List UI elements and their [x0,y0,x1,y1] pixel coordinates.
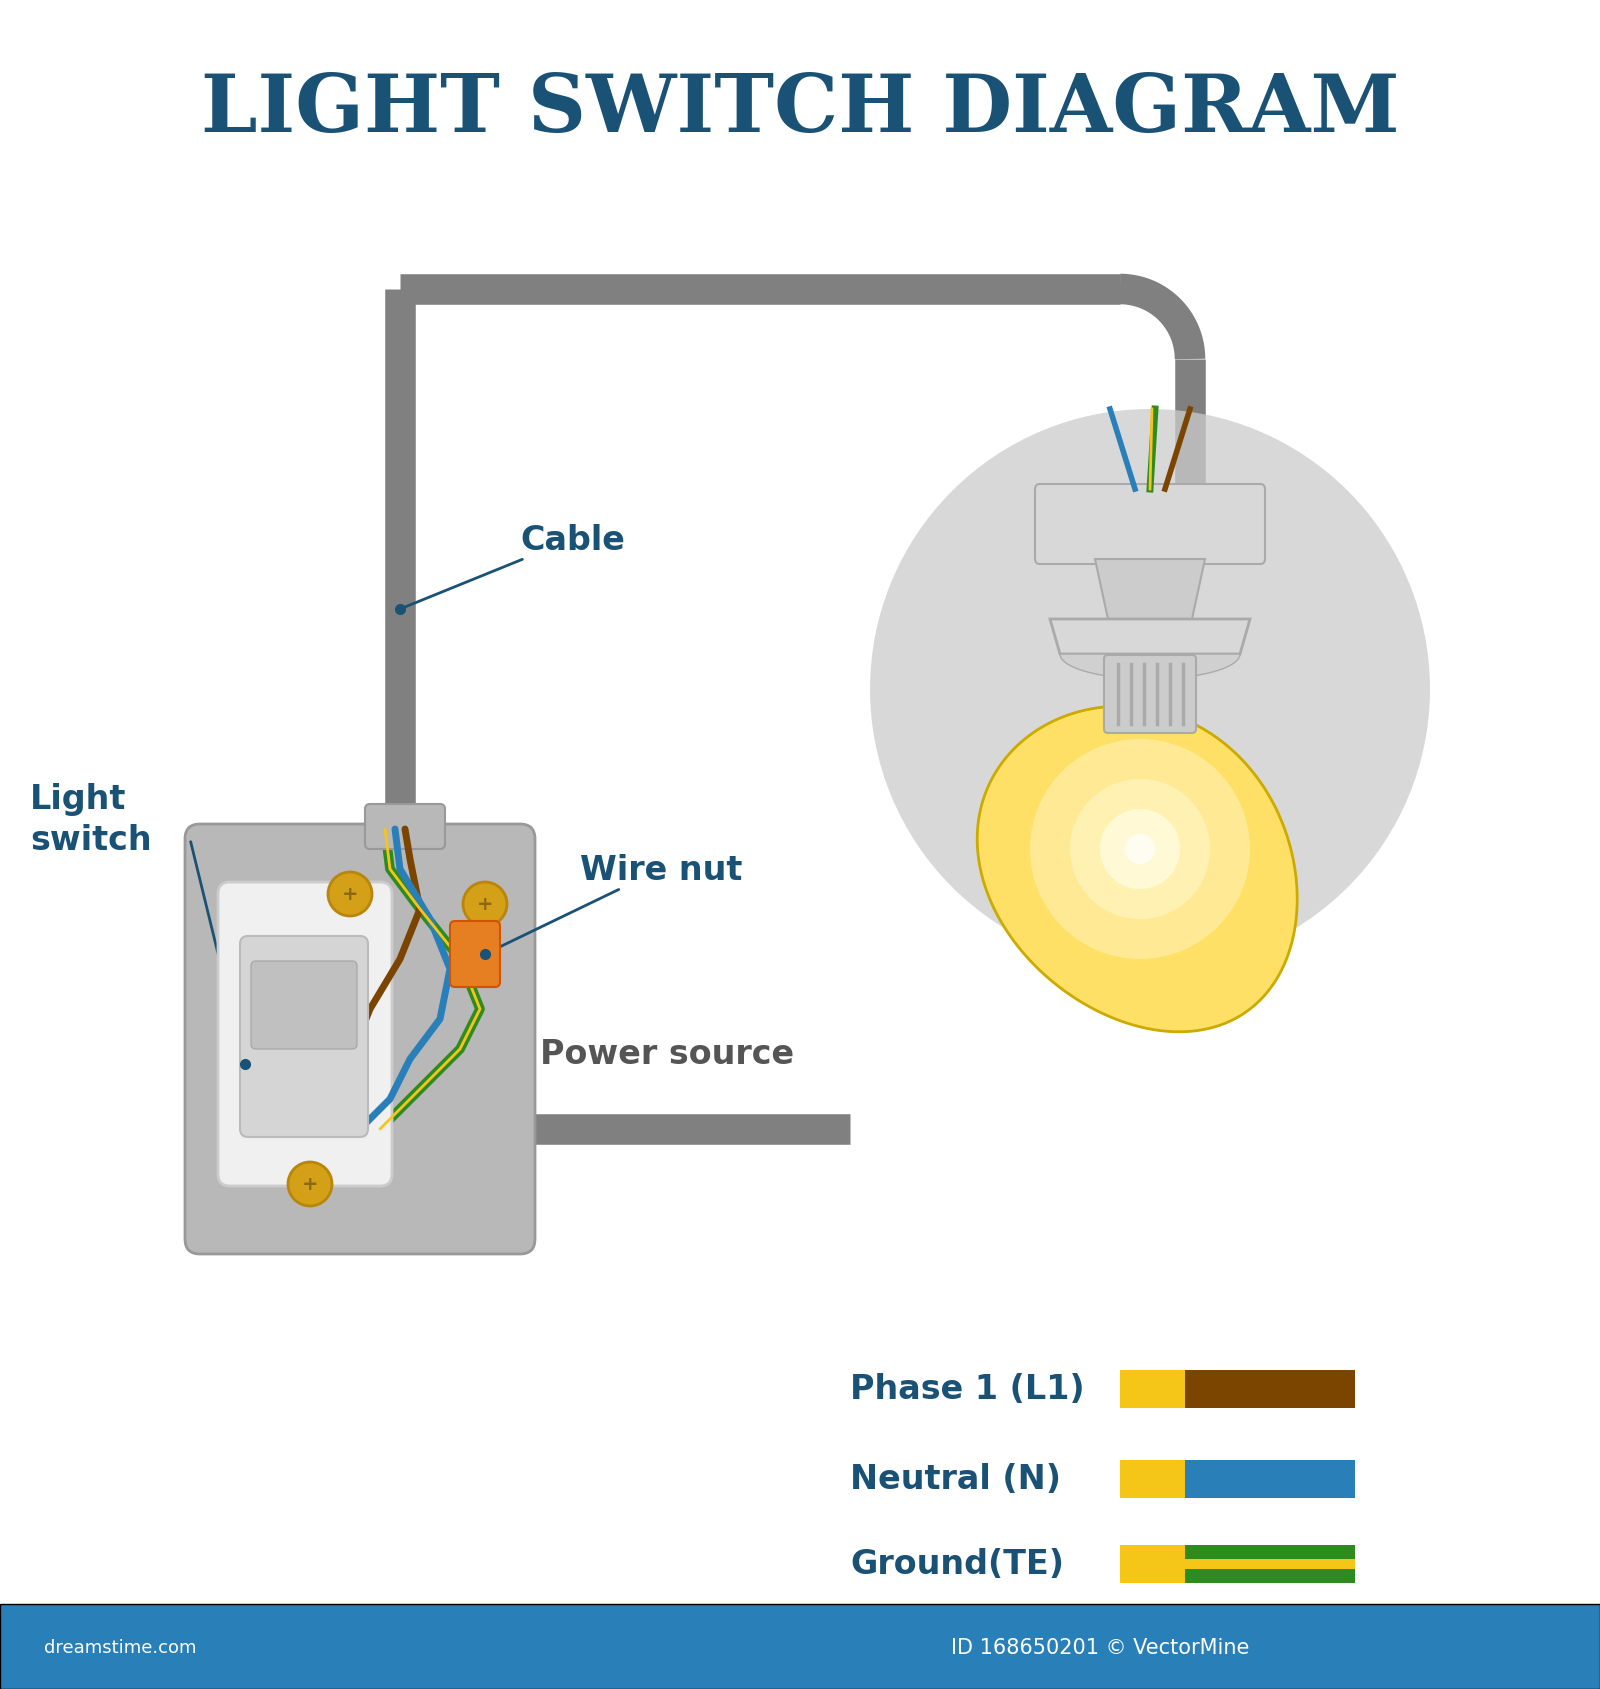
FancyBboxPatch shape [1035,485,1266,564]
Circle shape [1070,780,1210,919]
Polygon shape [978,706,1298,1032]
FancyBboxPatch shape [450,922,501,988]
FancyBboxPatch shape [1104,655,1197,733]
FancyBboxPatch shape [240,936,368,1137]
Polygon shape [1050,620,1250,655]
Bar [1186,1459,1355,1498]
Bar [1186,1545,1355,1583]
Circle shape [1125,834,1155,865]
Text: dreamstime.com: dreamstime.com [43,1638,197,1655]
Circle shape [288,1162,333,1206]
FancyBboxPatch shape [218,882,392,1186]
Bar [1186,1370,1355,1409]
Bar [1120,1545,1186,1583]
Circle shape [1030,740,1250,959]
FancyBboxPatch shape [0,1605,1600,1689]
Text: +: + [302,1176,318,1194]
Bar [1120,1370,1186,1409]
Circle shape [462,882,507,927]
FancyBboxPatch shape [365,804,445,850]
Text: Power source: Power source [541,1037,794,1071]
Circle shape [328,873,373,917]
FancyBboxPatch shape [186,824,534,1255]
Text: Cable: Cable [403,524,626,608]
Text: +: + [477,895,493,914]
Text: ID 168650201 © VectorMine: ID 168650201 © VectorMine [950,1637,1250,1657]
Bar [1186,1559,1355,1569]
Text: LIGHT SWITCH DIAGRAM: LIGHT SWITCH DIAGRAM [200,71,1400,149]
Text: +: + [342,885,358,904]
Polygon shape [1059,655,1240,679]
Circle shape [870,410,1430,969]
Circle shape [1101,809,1181,890]
Text: Wire nut: Wire nut [488,853,742,953]
FancyBboxPatch shape [251,961,357,1049]
Polygon shape [1094,559,1205,620]
Text: Neutral (N): Neutral (N) [850,1463,1061,1496]
Text: Light
switch: Light switch [30,782,152,856]
Text: Ground(TE): Ground(TE) [850,1547,1064,1581]
Bar [1120,1459,1186,1498]
Text: Phase 1 (L1): Phase 1 (L1) [850,1373,1085,1405]
